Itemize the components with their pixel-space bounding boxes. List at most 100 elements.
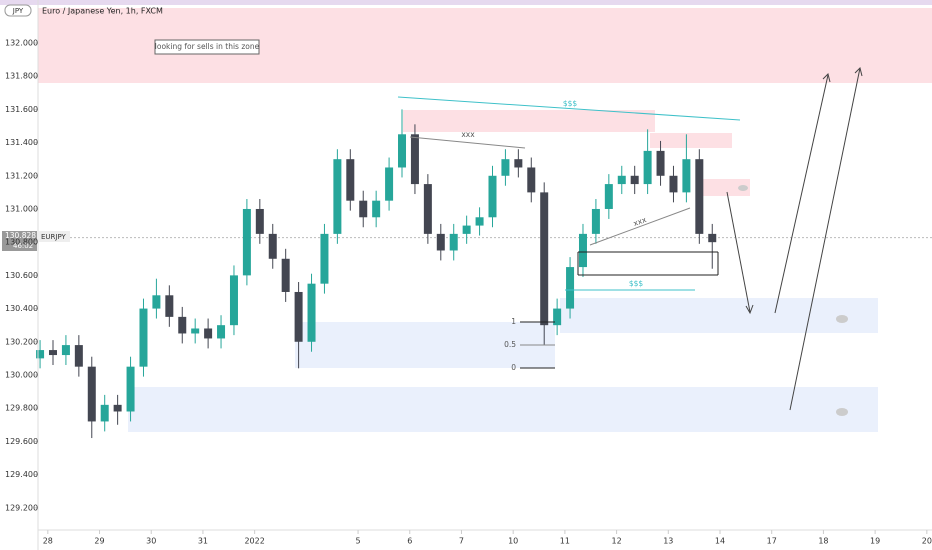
- candle-body: [553, 308, 562, 326]
- candle-body: [61, 345, 70, 356]
- candle-body: [656, 150, 665, 176]
- x-tick-label: 6: [407, 537, 412, 546]
- candle-body: [591, 208, 600, 234]
- x-tick-label: 17: [767, 537, 777, 546]
- y-tick-label: 129.400: [5, 470, 38, 479]
- currency-badge: [4, 4, 32, 17]
- candle-body: [152, 295, 161, 309]
- candle-body: [578, 233, 587, 268]
- symbol: EURJPY: [41, 233, 67, 241]
- demand-zone: [128, 387, 878, 432]
- candle-body: [346, 159, 355, 201]
- x-tick-label: 19: [870, 537, 880, 546]
- liquidity-label: $$$: [563, 99, 578, 108]
- demand-zone: [560, 298, 878, 333]
- candle-body: [449, 233, 458, 251]
- x-tick-label: 5: [356, 537, 361, 546]
- candle-body: [359, 200, 368, 218]
- candle-body: [268, 233, 277, 259]
- fib-label: 1: [511, 317, 516, 326]
- last-price: 130.828: [5, 231, 36, 240]
- y-tick-label: 130.200: [5, 337, 38, 346]
- pattern-label: xxx: [632, 215, 648, 228]
- candle-body: [281, 258, 290, 292]
- x-tick-label: 29: [94, 537, 104, 546]
- pattern-label: xxx: [461, 130, 475, 139]
- candle-body: [126, 366, 135, 412]
- x-tick-label: 10: [508, 537, 518, 546]
- candle-body: [385, 167, 394, 201]
- candle-body: [682, 159, 691, 193]
- x-tick-label: 7: [459, 537, 464, 546]
- candle-body: [242, 208, 251, 276]
- candle-body: [423, 184, 432, 234]
- candle-body: [462, 225, 471, 234]
- x-tick-label: 30: [146, 537, 156, 546]
- candle-body: [501, 159, 510, 176]
- x-tick-label: 2022: [244, 537, 264, 546]
- x-tick-label: 28: [43, 537, 53, 546]
- candle-body: [566, 267, 575, 309]
- drawings: [397, 67, 863, 411]
- y-tick-label: 129.800: [5, 404, 38, 413]
- x-tick-label: 18: [818, 537, 828, 546]
- candle-body: [617, 175, 626, 185]
- y-tick-label: 131.000: [5, 204, 38, 213]
- y-tick-label: 131.200: [5, 171, 38, 180]
- x-tick-label: 11: [560, 537, 570, 546]
- y-tick-label: 132.000: [5, 38, 38, 47]
- candle-body: [410, 134, 419, 185]
- currency: JPY: [12, 7, 24, 15]
- x-tick-label: 31: [198, 537, 208, 546]
- candle-body: [514, 159, 523, 168]
- y-tick-label: 130.600: [5, 271, 38, 280]
- y-tick-label: 129.200: [5, 503, 38, 512]
- candle-body: [74, 345, 83, 367]
- candle-body: [100, 404, 109, 422]
- note-box: [154, 39, 260, 55]
- x-tick-label: 14: [715, 537, 725, 546]
- candle-body: [527, 167, 536, 193]
- candle-body: [165, 295, 174, 317]
- candle-body: [36, 350, 45, 359]
- x-tick-label: 20: [922, 537, 932, 546]
- candle-body: [204, 328, 213, 339]
- candle-body: [320, 233, 329, 284]
- y-tick-label: 131.400: [5, 138, 38, 147]
- y-tick-label: 130.400: [5, 304, 38, 313]
- candle-body: [695, 159, 704, 234]
- candle-body: [630, 175, 639, 185]
- candle-body: [48, 350, 57, 356]
- candle-body: [307, 283, 316, 342]
- candle-body: [436, 233, 445, 251]
- x-tick-label: 12: [611, 537, 621, 546]
- countdown: 46:02: [13, 242, 33, 250]
- candle-body: [178, 316, 187, 334]
- y-tick-label: 130.000: [5, 370, 38, 379]
- candle-body: [87, 366, 96, 422]
- fib-label: 0: [511, 363, 516, 372]
- candle-body: [540, 192, 549, 326]
- eye-icons: [738, 185, 848, 416]
- candle-body: [255, 208, 264, 234]
- y-tick-label: 129.600: [5, 437, 38, 446]
- y-tick-label: 131.600: [5, 105, 38, 114]
- candle-body: [333, 159, 342, 234]
- price-tag: [2, 231, 37, 251]
- liquidity-label: $$$: [629, 279, 644, 288]
- x-tick-label: 13: [663, 537, 673, 546]
- candle-body: [398, 134, 407, 168]
- chart-title: Euro / Japanese Yen, 1h, FXCM: [42, 7, 163, 16]
- candle-body: [708, 233, 717, 243]
- candle-body: [669, 175, 678, 193]
- top-strip: [0, 0, 932, 5]
- candle-body: [372, 200, 381, 218]
- supply-zone: [650, 133, 732, 148]
- candle-body: [139, 308, 148, 367]
- candle-body: [191, 328, 200, 334]
- candle-body: [643, 150, 652, 185]
- supply-zone: [700, 179, 750, 196]
- y-tick-label: 131.800: [5, 72, 38, 81]
- demand-zone: [295, 322, 555, 368]
